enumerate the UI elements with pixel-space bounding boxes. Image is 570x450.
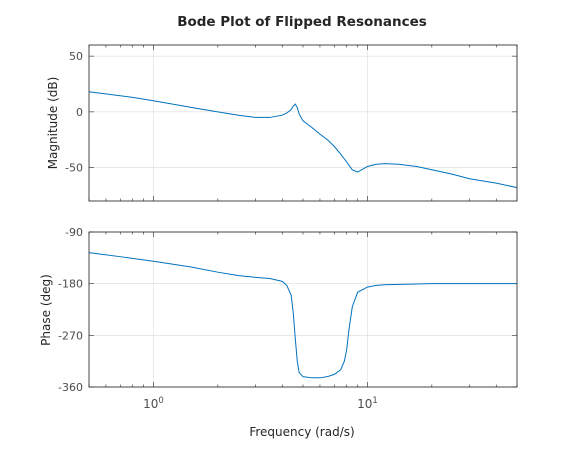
x-axis-label: Frequency (rad/s) (249, 425, 354, 439)
magnitude-y-tick-label: 0 (76, 106, 83, 119)
phase-y-tick-labels: -90 -180 -270 -360 (58, 226, 83, 394)
magnitude-y-tick-label: -50 (65, 162, 83, 175)
x-tick-labels: 100 101 (143, 396, 378, 411)
phase-y-tick-label: -180 (58, 278, 83, 291)
magnitude-plot-frame (88, 44, 518, 202)
magnitude-y-tick-labels: 50 0 -50 (65, 50, 83, 174)
x-tick-label: 100 (143, 396, 164, 411)
magnitude-grid (89, 45, 517, 201)
phase-axes: -90 -180 -270 -360 Phase (deg) (39, 226, 518, 394)
phase-plot-border (88, 231, 518, 388)
chart-title: Bode Plot of Flipped Resonances (177, 14, 427, 30)
phase-y-tick-label: -270 (58, 329, 83, 342)
phase-y-axis-label: Phase (deg) (39, 274, 53, 346)
phase-y-tick-label: -90 (65, 226, 83, 239)
phase-series-line (88, 252, 517, 379)
magnitude-axes: 50 0 -50 Magnitude (dB) (46, 44, 518, 202)
phase-plot-frame (88, 231, 518, 388)
magnitude-series-line (88, 91, 518, 189)
magnitude-plot-border (88, 44, 518, 202)
phase-y-tick-label: -360 (58, 381, 83, 394)
x-tick-label: 101 (357, 396, 378, 411)
magnitude-y-tick-label: 50 (69, 50, 83, 63)
magnitude-y-axis-label: Magnitude (dB) (46, 77, 60, 170)
